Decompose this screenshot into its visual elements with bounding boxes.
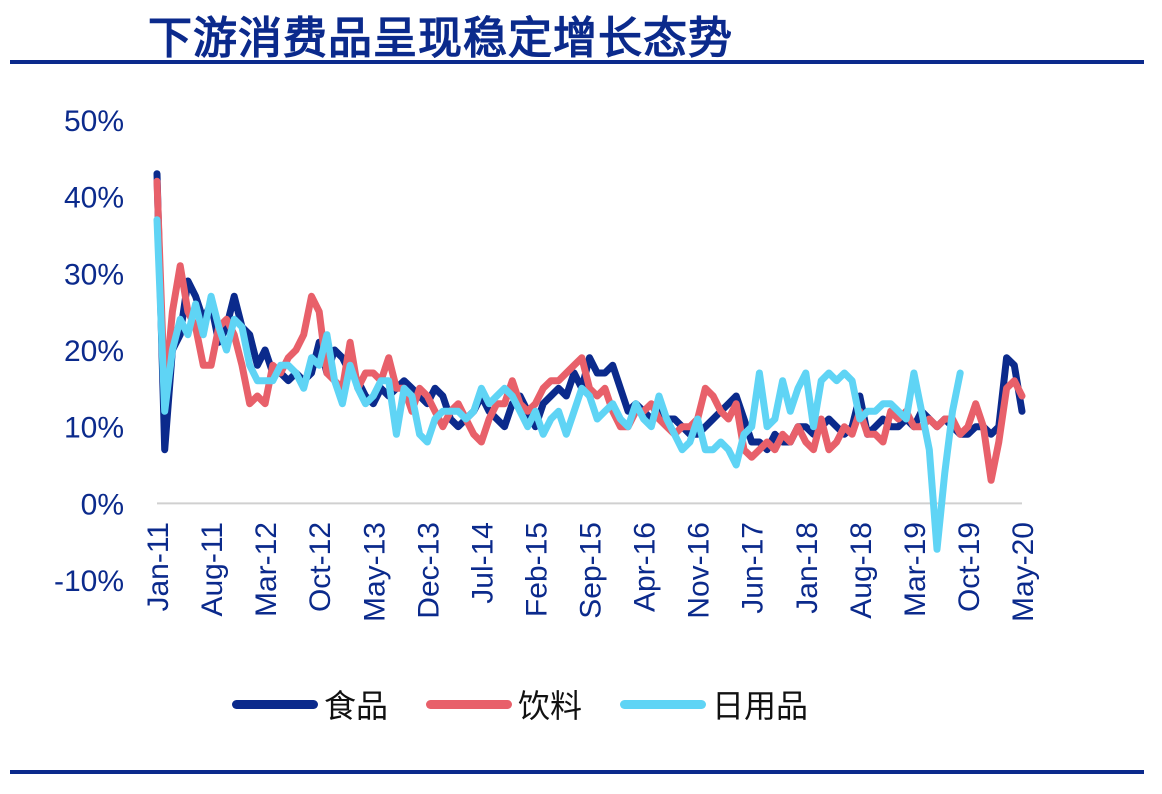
y-tick-label: 50%	[64, 105, 124, 138]
chart-legend: 食品 饮料 日用品	[232, 680, 846, 728]
series-line-beverage	[153, 177, 1026, 484]
legend-swatch-food	[232, 699, 318, 709]
x-tick-label: Jul-14	[466, 522, 499, 604]
x-tick-label: Apr-16	[629, 522, 662, 612]
x-tick-label: May-20	[1007, 522, 1040, 622]
legend-swatch-beverage	[426, 699, 513, 709]
x-tick-label: Sep-15	[575, 522, 608, 619]
x-tick-label: Aug-11	[196, 522, 229, 617]
page-title: 下游消费品呈现稳定增长态势	[148, 13, 733, 64]
legend-label-beverage: 饮料	[518, 687, 583, 725]
x-tick-label: Oct-12	[304, 522, 337, 612]
y-tick-label: 0%	[81, 488, 124, 521]
x-tick-label: Aug-18	[845, 522, 878, 619]
y-tick-label: 30%	[64, 258, 124, 291]
series-line-daily-goods	[153, 216, 964, 553]
legend-item-food: 食品	[232, 681, 388, 727]
legend-label-food: 食品	[324, 687, 389, 725]
x-tick-label: Jan-18	[791, 522, 824, 614]
x-tick-label: Feb-15	[520, 522, 553, 617]
y-tick-label: 10%	[64, 412, 124, 445]
title-divider	[10, 60, 1144, 64]
x-tick-label: Jan-11	[142, 522, 175, 612]
legend-item-beverage: 饮料	[426, 681, 582, 727]
x-tick-label: Dec-13	[412, 522, 445, 619]
y-tick-label: -10%	[54, 565, 124, 598]
x-tick-label: May-13	[358, 522, 391, 622]
x-tick-label: Nov-16	[683, 522, 716, 619]
legend-item-daily-goods: 日用品	[620, 681, 808, 727]
x-tick-label: Jun-17	[737, 522, 770, 614]
x-tick-label: Oct-19	[953, 522, 986, 612]
x-tick-label: Mar-12	[250, 522, 283, 617]
y-tick-label: 40%	[64, 182, 124, 215]
legend-swatch-daily-goods	[620, 699, 707, 709]
y-tick-label: 20%	[64, 335, 124, 368]
legend-label-daily-goods: 日用品	[712, 687, 809, 725]
bottom-divider	[10, 770, 1144, 774]
x-tick-label: Mar-19	[899, 522, 932, 617]
